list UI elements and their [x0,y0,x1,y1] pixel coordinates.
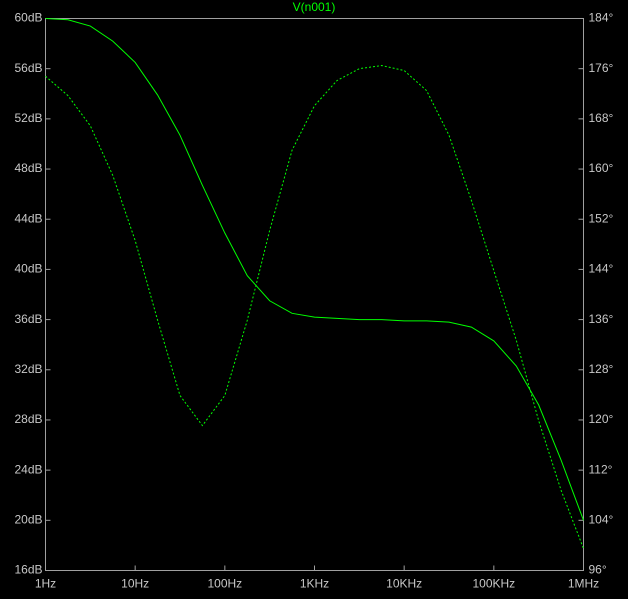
y-tick-label: 20dB [14,512,42,526]
y-tick-label: 44dB [14,211,42,225]
series-line [45,18,584,521]
y2-tick-label: 128° [589,362,614,376]
y-tick-label: 56dB [14,61,42,75]
y2-tick-label: 160° [589,161,614,175]
y-tick-label: 36dB [14,312,42,326]
y2-tick-label: 152° [589,211,614,225]
y2-tick-label: 144° [589,262,614,276]
y-tick-label: 52dB [14,111,42,125]
y-tick-label: 32dB [14,362,42,376]
y2-tick-label: 120° [589,412,614,426]
chart-title: V(n001) [293,0,336,14]
x-tick-label: 100Hz [207,577,242,591]
x-tick-label: 100KHz [472,577,515,591]
x-tick-label: 10KHz [386,577,422,591]
y-tick-label: 28dB [14,412,42,426]
y-tick-label: 60dB [14,11,42,25]
y2-tick-label: 104° [589,512,614,526]
y2-tick-label: 176° [589,61,614,75]
y2-tick-label: 184° [589,11,614,25]
x-tick-label: 1KHz [300,577,329,591]
y2-tick-label: 136° [589,312,614,326]
x-tick-label: 1MHz [568,577,599,591]
y-tick-label: 48dB [14,161,42,175]
x-tick-label: 10Hz [121,577,149,591]
y-tick-label: 24dB [14,462,42,476]
y2-tick-label: 96° [589,563,607,577]
y2-tick-label: 168° [589,111,614,125]
y-tick-label: 40dB [14,262,42,276]
y-tick-label: 16dB [14,563,42,577]
x-tick-label: 1Hz [35,577,56,591]
y2-tick-label: 112° [589,462,613,476]
